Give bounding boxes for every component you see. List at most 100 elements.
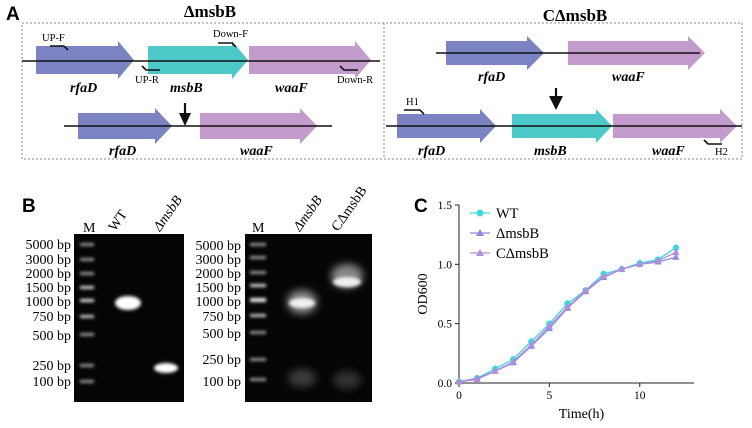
deletion-title: ΔmsbB [184, 2, 236, 21]
gel1-ladder-labels: 5000 bp 3000 bp 2000 bp 1500 bp 1000 bp … [26, 238, 72, 390]
rfaD-label: rfaD [418, 144, 445, 159]
series-line [458, 251, 677, 383]
wildtype-locus [22, 41, 380, 79]
msbB-label: msbB [534, 144, 567, 159]
data-point [618, 265, 626, 272]
up-f-primer-icon [50, 45, 69, 51]
data-point [509, 357, 517, 365]
gel-2 [245, 234, 372, 402]
data-point [563, 303, 572, 310]
ladder-label: 500 bp [203, 327, 242, 342]
y-tick-label: 1.5 [438, 200, 453, 212]
ladder-label: 3000 bp [196, 253, 242, 268]
legend-label: WT [496, 206, 519, 222]
marker-lane [250, 243, 266, 381]
waaF-label: waaF [612, 70, 645, 85]
panel-a-box [21, 22, 743, 160]
down-arrow-icon [179, 103, 191, 126]
rfaD-label: rfaD [478, 70, 505, 85]
data-point [473, 375, 481, 383]
h2-primer-icon [703, 139, 722, 145]
data-point [455, 378, 463, 385]
waaF-label: waaF [275, 81, 308, 96]
data-point [581, 286, 590, 294]
legend-label: CΔmsbB [496, 246, 549, 262]
msbB-arrow [148, 41, 248, 79]
rfaD-label: rfaD [109, 144, 136, 159]
panel-c-letter: C [414, 196, 428, 217]
ladder-label: 2000 bp [196, 267, 242, 282]
deletion-band [287, 290, 317, 387]
rfaD-arrow [36, 41, 134, 79]
pre-complement-locus [436, 36, 705, 70]
data-point [636, 260, 644, 267]
series-line [458, 247, 677, 383]
y-tick-label: 1.0 [438, 259, 453, 271]
gel2-lane-m: M [252, 221, 265, 236]
rfaD-label: rfaD [70, 81, 97, 96]
legend-marker [476, 249, 484, 256]
ladder-label: 1000 bp [196, 295, 242, 310]
y-axis-title: OD600 [416, 273, 431, 314]
series-line [458, 256, 677, 383]
y-tick-label: 0.0 [438, 378, 453, 390]
gel1-lane-m: M [83, 221, 96, 236]
complement-band [331, 264, 363, 389]
ladder-label: 250 bp [203, 353, 242, 368]
complement-title: CΔmsbB [543, 6, 608, 25]
legend-label: ΔmsbB [496, 226, 539, 242]
down-r-label: Down-R [337, 75, 373, 86]
gel2-ladder-labels: 5000 bp 3000 bp 2000 bp 1500 bp 1000 bp … [196, 239, 242, 390]
ladder-label: 2000 bp [26, 267, 72, 282]
data-point [527, 341, 535, 348]
x-tick-label: 10 [634, 390, 646, 402]
x-axis-title: Time(h) [559, 407, 605, 422]
data-point [545, 322, 553, 329]
down-arrow-icon [549, 88, 563, 110]
wt-band [115, 296, 141, 310]
data-point [672, 244, 680, 251]
legend-marker [476, 209, 484, 217]
waaF-arrow [249, 41, 371, 79]
ladder-label: 3000 bp [26, 253, 72, 268]
gel-1 [74, 234, 184, 402]
x-tick-label: 5 [547, 390, 553, 402]
data-point [672, 248, 680, 256]
data-point [672, 253, 680, 260]
ladder-label: 1500 bp [196, 281, 242, 296]
x-tick-label: 0 [456, 390, 462, 402]
ladder-label: 250 bp [33, 359, 72, 374]
deletion-locus [64, 108, 332, 144]
ladder-label: 750 bp [33, 310, 72, 325]
down-r-primer-icon [339, 65, 358, 71]
ladder-label: 500 bp [33, 329, 72, 344]
gel2-lane-deletion: ΔmsbB [290, 193, 326, 235]
legend-marker [476, 229, 484, 236]
deletion-band [154, 363, 178, 373]
msbB-label: msbB [170, 81, 203, 96]
gel1-lane-wt: WT [106, 207, 131, 234]
ladder-label: 750 bp [203, 310, 242, 325]
data-point [491, 367, 499, 374]
ladder-label: 100 bp [203, 375, 242, 390]
panel-a-letter: A [6, 4, 20, 25]
h1-primer-icon [404, 109, 425, 115]
complement-locus [386, 109, 742, 143]
up-r-primer-icon [141, 65, 160, 71]
marker-lane [80, 243, 94, 383]
y-tick-label: 0.5 [438, 319, 453, 331]
ladder-label: 100 bp [33, 375, 72, 390]
down-f-primer-icon [218, 42, 237, 48]
ladder-label: 1000 bp [26, 295, 72, 310]
up-r-label: UP-R [135, 75, 159, 86]
gel2-lane-complement: CΔmsbB [329, 184, 371, 234]
waaF-label: waaF [240, 144, 273, 159]
h2-label: H2 [715, 147, 728, 158]
data-point [654, 256, 662, 264]
gel1-lane-deletion: ΔmsbB [150, 193, 186, 235]
panel-b-letter: B [22, 196, 36, 217]
waaF-label: waaF [652, 144, 685, 159]
ladder-label: 5000 bp [26, 238, 72, 253]
data-point [600, 272, 608, 279]
